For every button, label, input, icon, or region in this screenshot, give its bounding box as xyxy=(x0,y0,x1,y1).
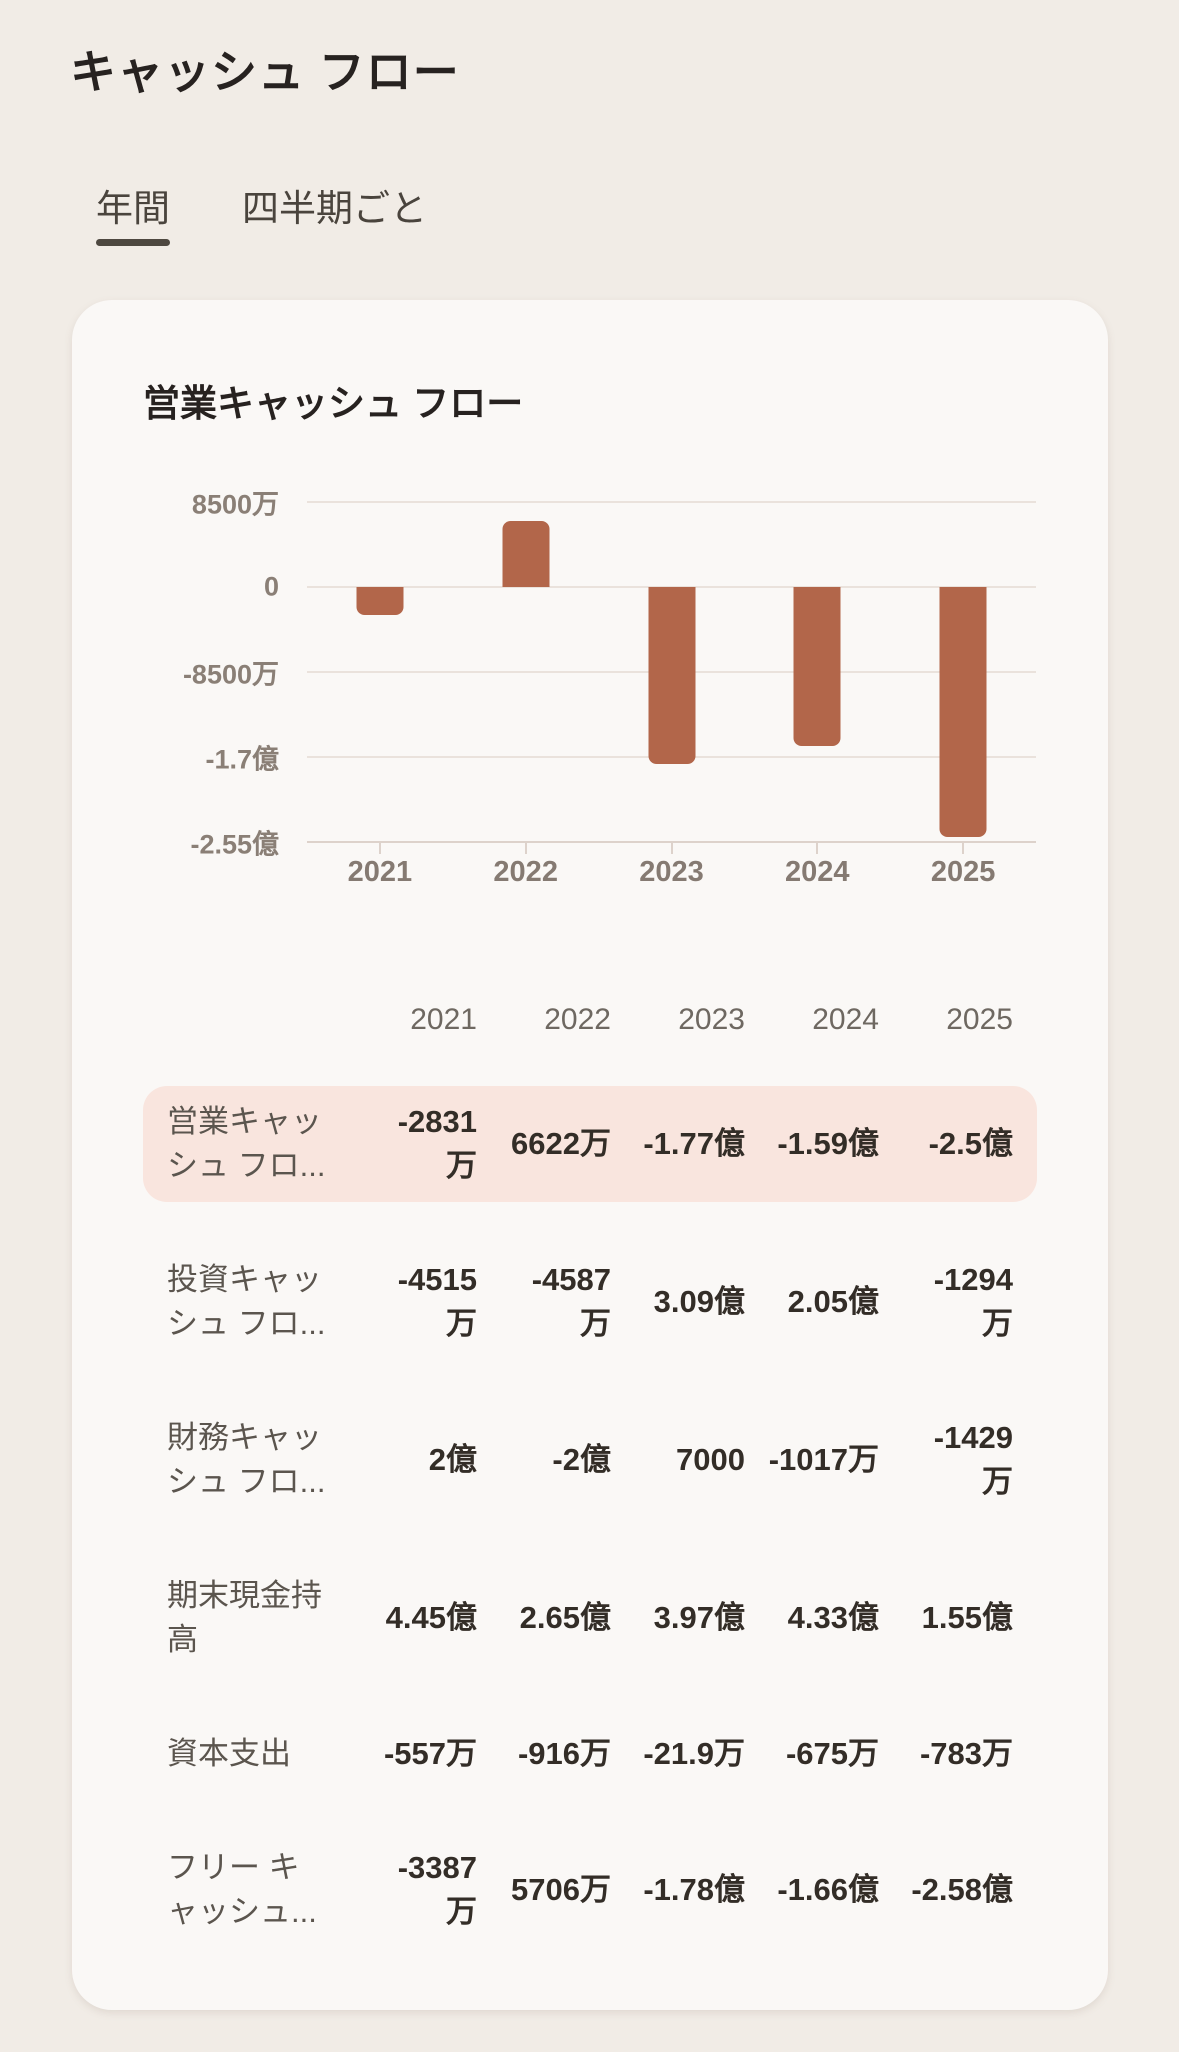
table-row-financing-cash-flow[interactable]: 財務キャッ シュ フロ... 2億 -2億 7000 -1017万 -1429 … xyxy=(143,1402,1037,1518)
operating-cash-flow-chart: 8500万 0 -8500万 -1.7億 -2.55億 2021 2022 2023 2024… xyxy=(143,490,1036,902)
year-column-header: 2025 xyxy=(946,1003,1013,1036)
cell-value: -1017万 xyxy=(768,1442,879,1477)
cell-value: -21.9万 xyxy=(643,1736,745,1771)
table-row-free-cash-flow[interactable]: フリー キ ャッシュ... -3387 万 5706万 -1.78億 -1.66… xyxy=(143,1832,1037,1948)
chart-y-axis: 8500万 0 -8500万 -1.7億 -2.55億 xyxy=(143,490,307,860)
operating-cash-flow-card: 営業キャッシュ フロー 8500万 0 -8500万 -1.7億 -2.55億 2021… xyxy=(72,300,1108,2010)
row-label: 営業キャッ シュ フロ... xyxy=(167,1104,326,1183)
cell-value: -675万 xyxy=(785,1736,879,1771)
year-column-header: 2023 xyxy=(678,1003,745,1036)
table-row-ending-cash[interactable]: 期末現金持 高 4.45億 2.65億 3.97億 4.33億 1.55億 xyxy=(143,1560,1037,1676)
tab-annual-label: 年間 xyxy=(96,188,170,229)
year-column-header: 2022 xyxy=(544,1003,611,1036)
cell-value: 4.33億 xyxy=(787,1600,879,1635)
x-axis-label: 2025 xyxy=(930,856,996,888)
year-column-header: 2021 xyxy=(410,1003,477,1036)
cell-value: -4587 万 xyxy=(531,1262,611,1341)
cell-value: -3387 万 xyxy=(397,1850,477,1929)
cell-value: 7000 xyxy=(676,1442,745,1477)
cell-value: -2831 万 xyxy=(397,1104,477,1183)
year-column-header: 2024 xyxy=(812,1003,879,1036)
cell-value: 3.97億 xyxy=(653,1600,745,1635)
y-axis-label: -8500万 xyxy=(182,659,279,690)
tab-quarterly[interactable]: 四半期ごと xyxy=(242,178,427,246)
chart-title: 営業キャッシュ フロー xyxy=(143,383,524,424)
bar-2023[interactable] xyxy=(648,587,695,764)
cell-value: -1.59億 xyxy=(777,1126,879,1161)
row-label: 期末現金持 高 xyxy=(167,1578,322,1657)
cell-value: 5706万 xyxy=(511,1872,611,1907)
axis-tick xyxy=(670,842,673,854)
bar-2022[interactable] xyxy=(502,520,550,587)
axis-tick xyxy=(524,842,527,854)
axis-tick xyxy=(378,842,381,854)
cell-value: -1.77億 xyxy=(643,1126,745,1161)
cell-value: -2.5億 xyxy=(928,1126,1013,1161)
cell-value: 1.55億 xyxy=(921,1600,1013,1635)
cell-value: -1.66億 xyxy=(777,1872,879,1907)
y-axis-label: 0 xyxy=(263,571,279,602)
x-axis-label: 2022 xyxy=(493,856,558,888)
row-label: フリー キ ャッシュ... xyxy=(167,1850,317,1929)
x-axis-label: 2021 xyxy=(347,856,413,888)
tab-annual[interactable]: 年間 xyxy=(96,178,170,246)
cell-value: 2.65億 xyxy=(519,1600,611,1635)
cell-value: -2億 xyxy=(552,1442,611,1477)
row-label: 資本支出 xyxy=(167,1736,291,1771)
cell-value: -1.78億 xyxy=(643,1872,745,1907)
cell-value: -916万 xyxy=(517,1736,611,1771)
chart-plot-area xyxy=(307,501,1036,854)
y-axis-label: -2.55億 xyxy=(190,829,279,860)
y-axis-label: -1.7億 xyxy=(205,744,279,775)
cell-value: -1429 万 xyxy=(933,1420,1013,1499)
cell-value: -783万 xyxy=(919,1736,1013,1771)
cell-value: -1294 万 xyxy=(933,1262,1013,1341)
table-row-capital-expenditure[interactable]: 資本支出 -557万 -916万 -21.9万 -675万 -783万 xyxy=(143,1718,1037,1790)
cell-value: 6622万 xyxy=(511,1126,611,1161)
gridline xyxy=(307,501,1036,503)
row-label: 財務キャッ シュ フロ... xyxy=(167,1420,326,1499)
period-tabs: 年間 四半期ごと xyxy=(96,178,427,246)
cell-value: -4515 万 xyxy=(397,1262,477,1341)
axis-tick xyxy=(962,842,965,854)
axis-tick xyxy=(816,842,819,854)
row-label: 投資キャッ シュ フロ... xyxy=(167,1262,326,1341)
cell-value: 2.05億 xyxy=(787,1284,879,1319)
page-title: キャッシュ フロー xyxy=(70,46,460,98)
tab-quarterly-label: 四半期ごと xyxy=(242,188,427,229)
cash-flow-table: 2021 2022 2023 2024 2025 営業キャッ シュ フロ... … xyxy=(143,998,1037,1948)
x-axis-label: 2023 xyxy=(639,856,704,888)
bar-2025[interactable] xyxy=(939,587,987,837)
active-tab-underline xyxy=(96,239,170,246)
cell-value: 4.45億 xyxy=(385,1600,477,1635)
table-row-operating-cash-flow[interactable]: 営業キャッ シュ フロ... -2831 万 6622万 -1.77億 -1.5… xyxy=(143,1086,1037,1202)
bar-2021[interactable] xyxy=(356,587,404,616)
cell-value: 2億 xyxy=(428,1442,477,1477)
table-header-row: 2021 2022 2023 2024 2025 xyxy=(143,998,1037,1042)
cell-value: 3.09億 xyxy=(653,1284,745,1319)
cell-value: -2.58億 xyxy=(911,1872,1013,1907)
bar-2024[interactable] xyxy=(793,587,841,746)
table-row-investing-cash-flow[interactable]: 投資キャッ シュ フロ... -4515 万 -4587 万 3.09億 2.0… xyxy=(143,1244,1037,1360)
x-axis-label: 2024 xyxy=(785,856,850,888)
cell-value: -557万 xyxy=(383,1736,477,1771)
y-axis-label: 8500万 xyxy=(191,489,279,520)
chart-x-axis: 2021 2022 2023 2024 2025 xyxy=(307,856,1036,902)
